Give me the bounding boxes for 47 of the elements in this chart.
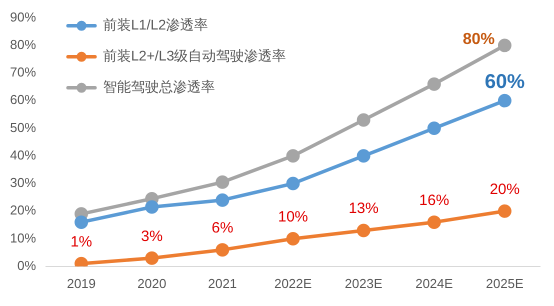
point [427, 215, 441, 229]
data-label: 10% [278, 208, 308, 226]
x-tick-label: 2024E [415, 276, 454, 291]
point [356, 149, 370, 163]
data-label: 80% [462, 30, 495, 48]
point [286, 232, 300, 246]
y-tick-label: 0% [17, 258, 36, 273]
x-tick-label: 2020 [137, 276, 166, 291]
data-label: 16% [419, 192, 450, 209]
y-tick-label: 80% [10, 37, 36, 52]
point [427, 122, 441, 136]
x-tick-label: 2021 [208, 276, 237, 291]
point [216, 175, 230, 189]
point [145, 251, 159, 265]
point [145, 200, 159, 214]
point [498, 94, 512, 108]
y-tick-label: 90% [10, 9, 36, 24]
y-tick-label: 70% [10, 64, 36, 80]
point [286, 149, 300, 163]
data-label: 13% [348, 200, 379, 218]
point [286, 176, 300, 190]
point [216, 243, 230, 257]
data-label: 6% [212, 219, 234, 236]
x-tick-label: 2019 [66, 276, 96, 291]
y-tick-label: 40% [10, 147, 36, 162]
y-tick-label: 60% [10, 92, 36, 108]
y-tick-label: 20% [10, 202, 36, 218]
point [216, 193, 230, 207]
y-tick-label: 30% [10, 175, 36, 190]
x-tick-label: 2025E [486, 276, 524, 291]
point [356, 113, 370, 127]
data-label: 60% [484, 71, 525, 94]
data-label: 1% [70, 233, 92, 250]
point [356, 224, 370, 238]
data-label: 3% [141, 228, 163, 245]
point [427, 77, 441, 91]
y-tick-label: 10% [10, 230, 36, 246]
legend-label: 前装L2+/L3级自动驾驶渗透率 [103, 48, 286, 64]
legend-label: 前装L1/L2渗透率 [103, 16, 208, 33]
point [498, 38, 512, 52]
point [498, 204, 512, 218]
x-tick-label: 2022E [274, 276, 312, 291]
data-label: 20% [490, 180, 520, 198]
legend-label: 智能驾驶总渗透率 [103, 78, 216, 95]
x-tick-label: 2023E [344, 276, 383, 291]
point [74, 215, 88, 229]
y-tick-label: 50% [10, 120, 36, 135]
